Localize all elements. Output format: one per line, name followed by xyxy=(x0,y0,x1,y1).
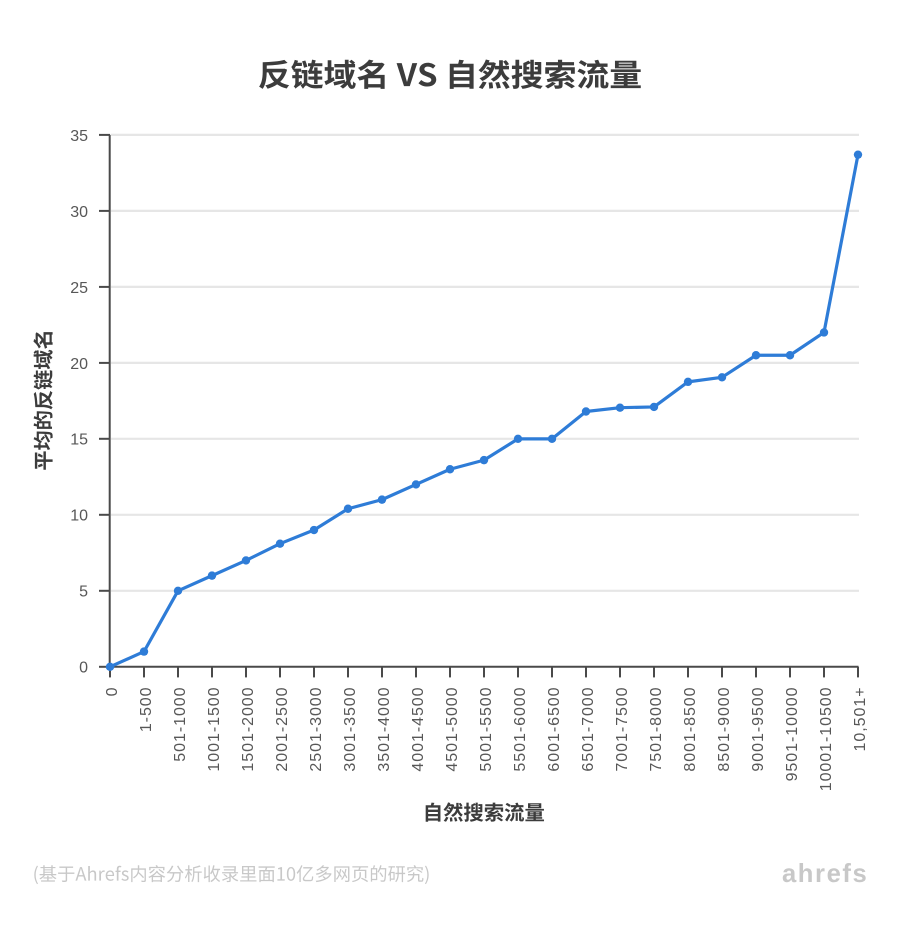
svg-text:8001-8500: 8001-8500 xyxy=(682,687,699,772)
svg-text:10,501+: 10,501+ xyxy=(852,687,869,752)
svg-text:4001-4500: 4001-4500 xyxy=(410,687,427,772)
svg-text:0: 0 xyxy=(104,687,121,697)
svg-text:0: 0 xyxy=(79,660,88,677)
svg-text:7001-7500: 7001-7500 xyxy=(614,687,631,772)
svg-text:20: 20 xyxy=(70,356,88,373)
svg-text:5: 5 xyxy=(79,584,88,601)
svg-text:5501-6000: 5501-6000 xyxy=(512,687,529,772)
svg-text:3001-3500: 3001-3500 xyxy=(342,687,359,772)
svg-text:1-500: 1-500 xyxy=(138,687,155,733)
svg-text:6501-7000: 6501-7000 xyxy=(580,687,597,772)
svg-text:2501-3000: 2501-3000 xyxy=(308,687,325,772)
svg-text:6001-6500: 6001-6500 xyxy=(546,687,563,772)
svg-text:10: 10 xyxy=(70,508,88,525)
svg-text:15: 15 xyxy=(70,432,88,449)
svg-text:7501-8000: 7501-8000 xyxy=(648,687,665,772)
svg-text:2001-2500: 2001-2500 xyxy=(274,687,291,772)
svg-text:25: 25 xyxy=(70,280,88,297)
svg-text:501-1000: 501-1000 xyxy=(172,687,189,762)
svg-text:9001-9500: 9001-9500 xyxy=(750,687,767,772)
svg-text:9501-10000: 9501-10000 xyxy=(784,687,801,782)
svg-text:3501-4000: 3501-4000 xyxy=(376,687,393,772)
svg-text:4501-5000: 4501-5000 xyxy=(444,687,461,772)
svg-text:35: 35 xyxy=(70,128,88,145)
svg-text:5001-5500: 5001-5500 xyxy=(478,687,495,772)
svg-text:8501-9000: 8501-9000 xyxy=(716,687,733,772)
svg-text:1501-2000: 1501-2000 xyxy=(240,687,257,772)
svg-text:1001-1500: 1001-1500 xyxy=(206,687,223,772)
svg-text:30: 30 xyxy=(70,204,88,221)
svg-text:10001-10500: 10001-10500 xyxy=(818,687,835,792)
svg-text:ahrefs: ahrefs xyxy=(782,860,868,888)
